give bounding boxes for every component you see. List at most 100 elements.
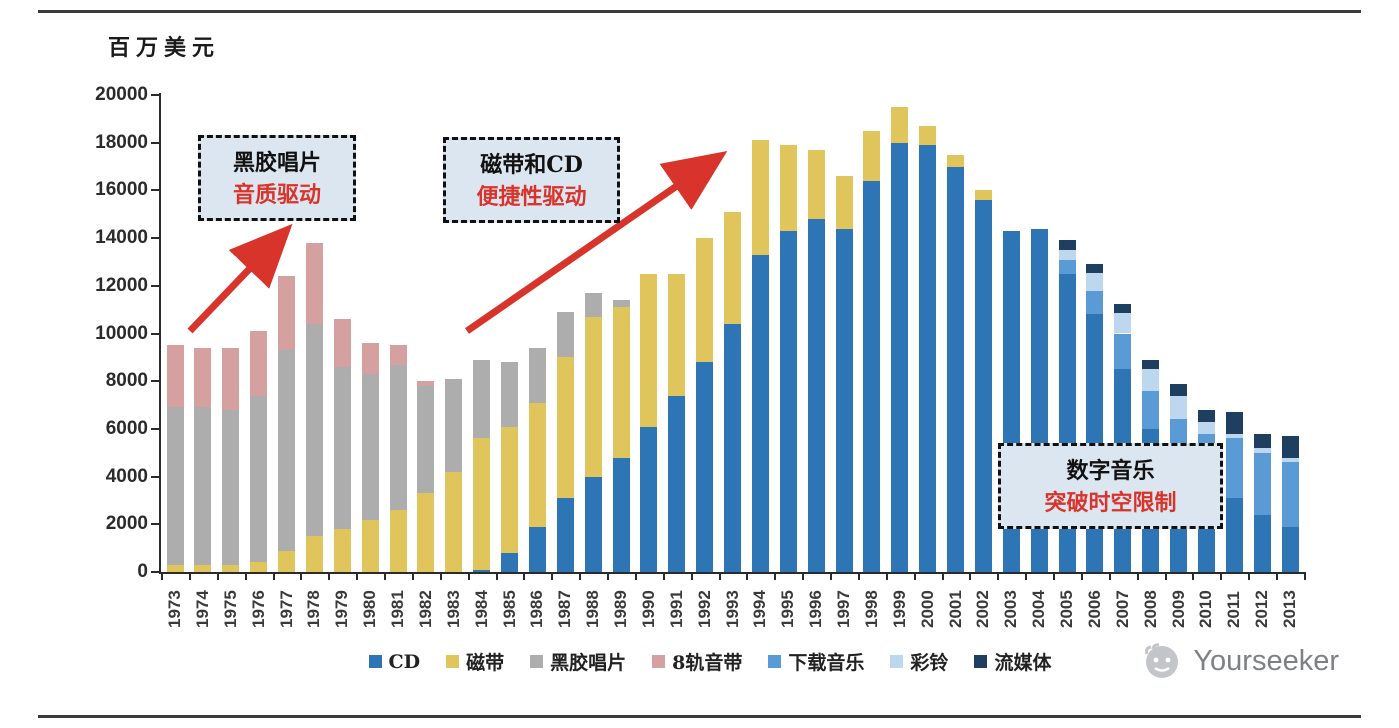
x-axis-tick — [941, 574, 944, 580]
bar-segment-流媒体 — [1197, 409, 1215, 422]
bar-segment-流媒体 — [1142, 359, 1160, 370]
x-axis-year-label: 1979 — [332, 590, 352, 628]
bar-segment-8轨音带 — [389, 345, 407, 365]
bar-segment-磁带 — [222, 564, 240, 572]
x-axis-year-label: 1995 — [778, 590, 798, 628]
callout-digital-subtitle: 突破时空限制 — [1044, 490, 1177, 516]
bar-segment-磁带 — [779, 145, 797, 231]
bar-segment-磁带 — [640, 273, 658, 427]
y-axis-tick — [151, 427, 160, 430]
bar-segment-磁带 — [250, 562, 268, 572]
bar-segment-磁带 — [166, 564, 184, 572]
x-axis-year-label: 1983 — [443, 590, 463, 628]
bar-segment-磁带 — [194, 564, 212, 572]
callout-digital: 数字音乐 突破时空限制 — [998, 443, 1223, 529]
bar-segment-下载音乐 — [1253, 452, 1271, 515]
x-axis-tick — [607, 574, 610, 580]
bar-segment-黑胶唱片 — [473, 359, 491, 439]
bar-segment-CD — [751, 254, 769, 572]
bar-segment-磁带 — [278, 550, 295, 572]
legend: CD 磁带 黑胶唱片 8轨音带 下载音乐 彩铃 流媒体 — [170, 648, 1250, 675]
x-axis-year-label: 1985 — [499, 590, 519, 628]
bar-segment-磁带 — [501, 426, 518, 553]
y-axis-tick — [151, 284, 160, 287]
watermark: Yourseeker — [1141, 640, 1339, 682]
arrow-vinyl-era — [187, 223, 293, 334]
x-axis-year-label: 1973 — [165, 590, 184, 628]
bar-segment-磁带 — [696, 238, 714, 363]
bar-segment-下载音乐 — [1114, 333, 1132, 370]
legend-swatch — [530, 655, 544, 668]
legend-swatch — [768, 655, 782, 668]
bar-segment-流媒体 — [1253, 433, 1271, 448]
legend-swatch — [368, 655, 382, 668]
x-axis-tick — [774, 574, 777, 580]
x-axis-tick — [1276, 574, 1279, 580]
bar-segment-彩铃 — [1170, 395, 1187, 420]
x-axis-tick — [1220, 574, 1223, 580]
bar-segment-磁带 — [807, 149, 825, 219]
x-axis-tick — [857, 574, 860, 580]
x-axis-tick — [1025, 574, 1028, 580]
bar-segment-磁带 — [947, 154, 964, 167]
bar-segment-CD — [501, 552, 518, 572]
legend-label: 8轨音带 — [672, 652, 743, 674]
bar-segment-黑胶唱片 — [528, 347, 546, 403]
x-axis-tick — [997, 574, 1000, 580]
bar-segment-彩铃 — [1114, 313, 1132, 334]
bar-segment-黑胶唱片 — [556, 312, 574, 358]
bar-segment-8轨音带 — [417, 381, 435, 386]
x-axis-tick — [1248, 574, 1251, 580]
bar-segment-8轨音带 — [333, 319, 351, 367]
bar-segment-8轨音带 — [361, 343, 379, 375]
x-axis-year-label: 1990 — [638, 590, 658, 628]
bar-segment-流媒体 — [1058, 240, 1076, 251]
bar-segment-磁带 — [389, 509, 407, 572]
x-axis-year-label: 2006 — [1084, 590, 1104, 628]
legend-label: 磁带 — [466, 652, 505, 674]
bar-segment-彩铃 — [1281, 457, 1299, 463]
y-axis-tick — [151, 523, 160, 526]
bar-segment-黑胶唱片 — [250, 395, 268, 563]
x-axis-year-label: 2009 — [1168, 590, 1188, 628]
bar-segment-黑胶唱片 — [222, 409, 240, 565]
bar-segment-流媒体 — [1086, 264, 1104, 273]
y-axis-tick-label: 4000 — [105, 465, 148, 487]
bar-segment-磁带 — [724, 211, 741, 324]
x-axis-tick — [913, 574, 916, 580]
y-axis-tick — [151, 380, 160, 383]
bar-segment-磁带 — [584, 316, 602, 477]
x-axis-year-label: 1978 — [304, 590, 324, 628]
x-axis-tick — [467, 574, 470, 580]
y-axis-tick — [151, 94, 160, 96]
callout-cassette-cd: 磁带和CD 便捷性驱动 — [443, 137, 620, 223]
bar-segment-磁带 — [751, 140, 769, 255]
x-axis-year-label: 1988 — [583, 590, 603, 628]
bar-segment-8轨音带 — [305, 242, 323, 324]
y-axis-tick — [151, 571, 160, 573]
bar-segment-黑胶唱片 — [333, 366, 351, 530]
bar-segment-彩铃 — [1142, 369, 1160, 391]
x-axis-year-label: 1986 — [527, 590, 547, 628]
x-axis-tick — [1080, 574, 1083, 580]
x-axis-year-label: 2010 — [1196, 590, 1216, 628]
bar-segment-下载音乐 — [1281, 462, 1299, 527]
legend-item-黑胶唱片: 黑胶唱片 — [530, 648, 626, 675]
y-axis-unit-label: 百万美元 — [108, 35, 221, 61]
legend-swatch — [890, 655, 904, 668]
x-axis-year-label: 2013 — [1280, 590, 1299, 628]
x-axis-year-label: 1982 — [415, 590, 435, 628]
x-axis-tick — [384, 574, 387, 580]
y-axis-tick — [151, 332, 160, 335]
bar-segment-磁带 — [473, 438, 491, 570]
y-axis-tick-label: 2000 — [105, 513, 148, 535]
bar-segment-流媒体 — [1170, 383, 1187, 396]
bar-segment-CD — [584, 476, 602, 572]
x-axis-year-label: 1993 — [722, 590, 742, 628]
y-axis-tick-label: 16000 — [95, 179, 148, 201]
legend-label: CD — [388, 650, 421, 673]
y-axis-tick-label: 18000 — [95, 131, 148, 153]
x-axis-year-label: 1980 — [360, 590, 380, 628]
x-axis-tick — [300, 574, 303, 580]
bar-segment-CD — [556, 498, 574, 572]
